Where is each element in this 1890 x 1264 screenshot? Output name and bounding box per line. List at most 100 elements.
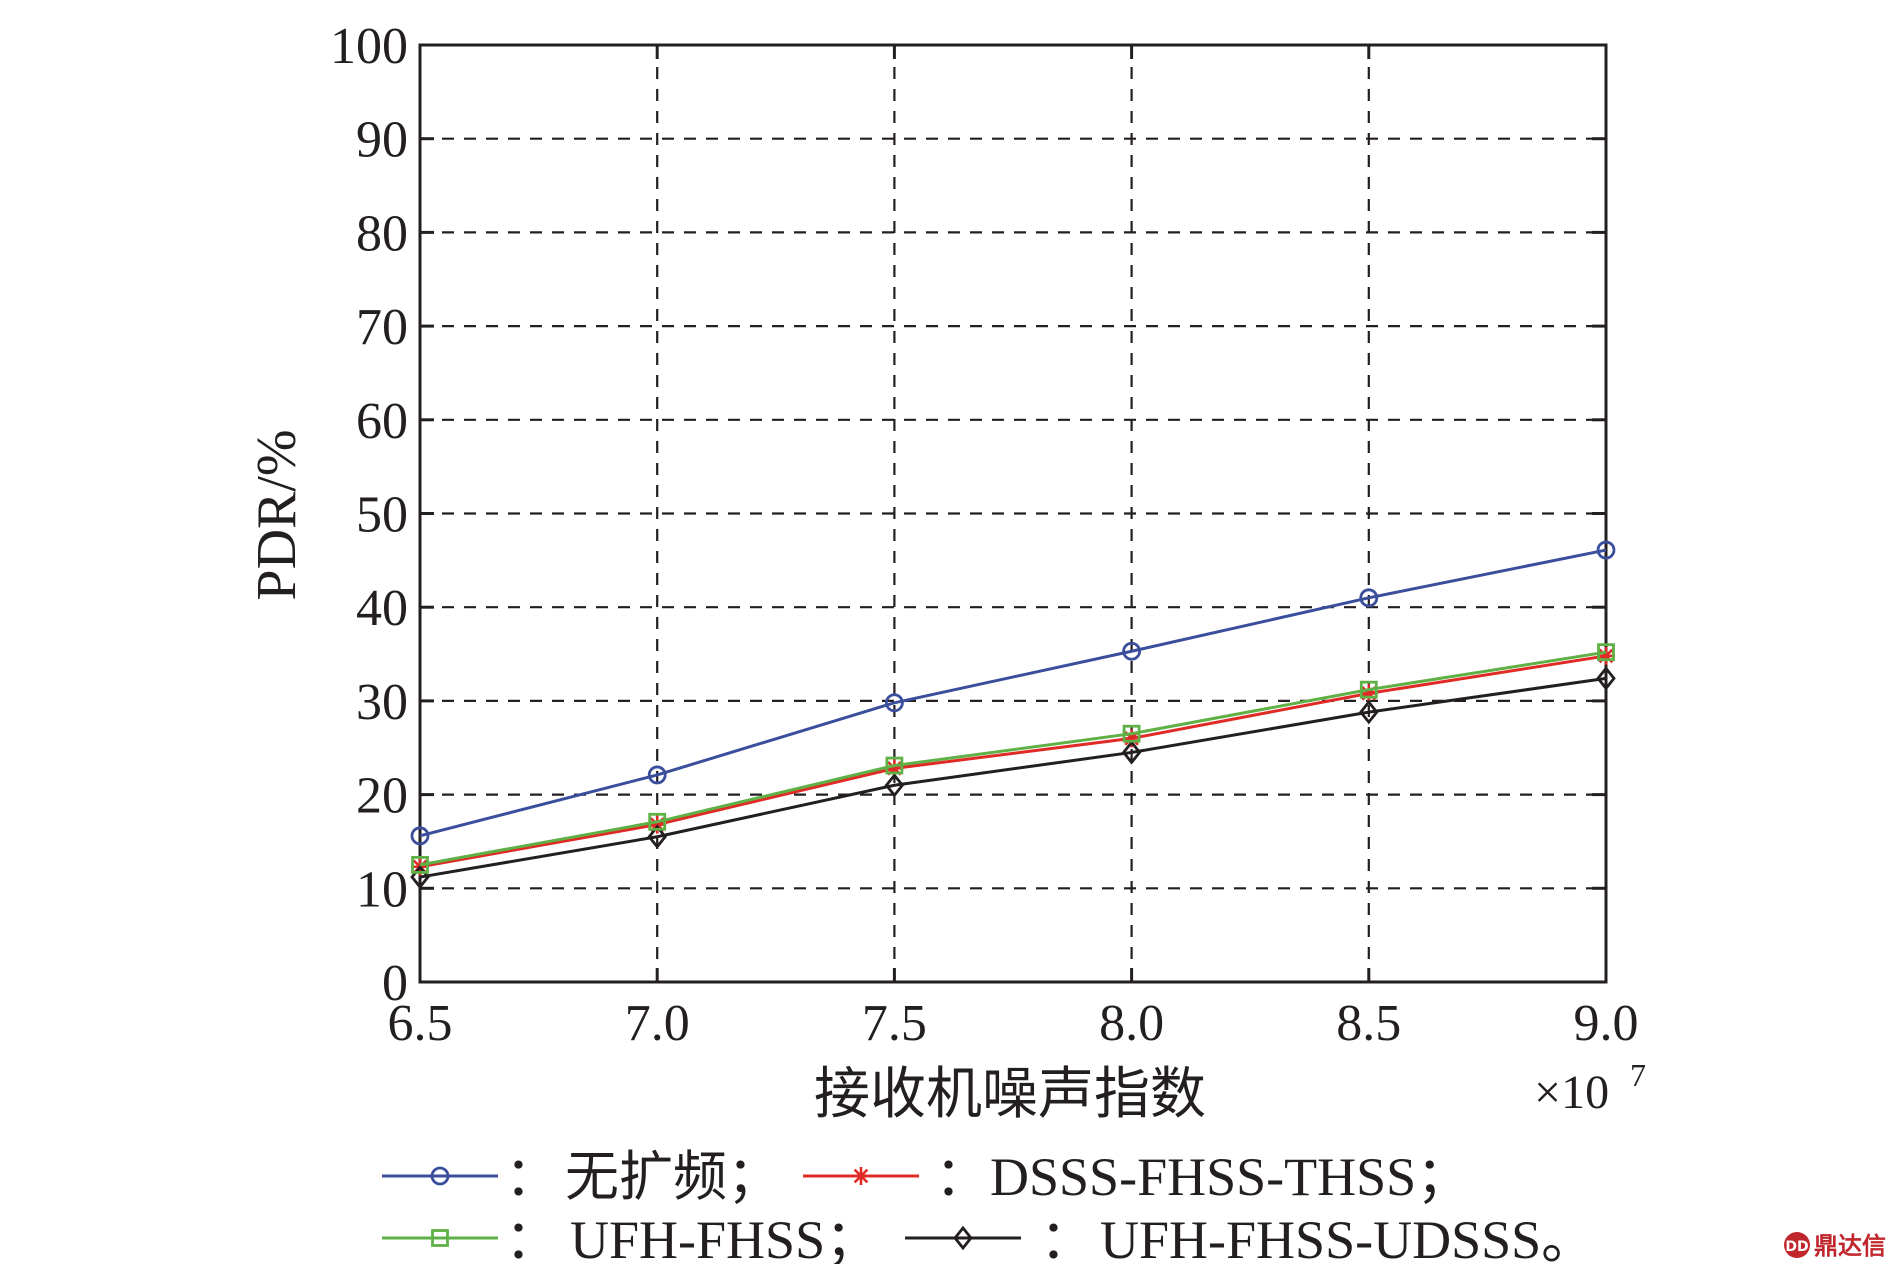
data-point	[1122, 724, 1141, 743]
legend-marker	[430, 1166, 450, 1186]
series-line	[419, 654, 1607, 869]
y-tick-label: 30	[356, 674, 408, 731]
diamond-marker-shape	[1596, 666, 1616, 691]
circle-marker-shape	[430, 1166, 450, 1186]
data-point	[1359, 588, 1379, 608]
y-tick-label: 100	[330, 18, 408, 75]
y-tick-label: 40	[356, 580, 408, 637]
data-point	[647, 765, 667, 785]
data-point	[411, 855, 429, 874]
data-point	[1121, 740, 1142, 765]
watermark-logo-icon	[1784, 1232, 1810, 1258]
diamond-marker-shape	[953, 1225, 973, 1251]
data-point	[1596, 666, 1616, 691]
series-line	[419, 676, 1607, 879]
series-diamond	[410, 666, 1616, 890]
data-point	[648, 812, 667, 831]
legend-marker	[852, 1167, 870, 1185]
x-tick-label: 9.0	[1574, 995, 1639, 1052]
diamond-marker-shape	[647, 824, 667, 850]
data-point	[1359, 680, 1378, 699]
legend-swatch-dsss-fhss-thss	[803, 1167, 919, 1185]
star-marker-shape	[885, 759, 904, 778]
star-marker-shape	[1597, 646, 1615, 665]
circle-marker-shape	[1596, 540, 1616, 560]
circle-marker-shape	[1359, 588, 1379, 608]
x-tick-label: 6.5	[388, 995, 453, 1052]
y-tick-labels: 0 10 20 30 40 50 60 70 80 90 100	[330, 18, 408, 1012]
watermark-text: 鼎达信	[1814, 1232, 1886, 1260]
y-axis-label: PDR/%	[246, 429, 308, 600]
series-line	[419, 650, 1607, 867]
star-marker-shape	[852, 1167, 870, 1185]
data-point	[1122, 729, 1141, 748]
x-axis-multiplier: ×10 7	[1534, 1057, 1646, 1119]
legend-separator: ：	[1040, 1210, 1094, 1264]
star-marker-shape	[1122, 729, 1141, 748]
legend-label-ufh-fhss: UFH-FHSS；	[570, 1210, 879, 1264]
diamond-marker-shape	[1359, 699, 1379, 725]
square-marker-shape	[648, 812, 667, 831]
series-square	[411, 643, 1615, 874]
circle-marker-shape	[885, 693, 904, 713]
y-tick-label: 90	[356, 112, 408, 169]
data-point	[1359, 699, 1379, 725]
y-tick-label: 50	[356, 487, 408, 544]
square-marker-shape	[885, 756, 904, 775]
circle-marker-shape	[1122, 641, 1141, 661]
circle-marker-shape	[410, 826, 430, 846]
square-marker-shape	[431, 1229, 449, 1247]
x-tick-label: 8.0	[1099, 995, 1164, 1052]
data-point	[1122, 641, 1141, 661]
data-point	[1597, 646, 1615, 665]
legend-swatch-ufh-fhss-udsss	[905, 1225, 1021, 1251]
series-star	[411, 646, 1615, 876]
data-point	[1359, 684, 1378, 703]
data-point	[1596, 540, 1616, 560]
watermark: DD 鼎达信	[1784, 1232, 1886, 1260]
data-point	[884, 772, 905, 798]
x-tick-labels: 6.5 7.0 7.5 8.0 8.5 9.0	[388, 995, 1639, 1052]
y-tick-label: 0	[382, 955, 408, 1012]
legend-marker	[953, 1225, 973, 1251]
grid-lines	[420, 45, 1606, 982]
series-group	[410, 540, 1616, 890]
square-marker-shape	[1597, 643, 1615, 662]
y-tick-label: 60	[356, 393, 408, 450]
x-tick-label: 7.0	[625, 995, 690, 1052]
x-axis-label: 接收机噪声指数	[814, 1064, 1206, 1126]
legend-label-no-spread: 无扩频；	[565, 1147, 781, 1207]
legend-label-dsss-fhss-thss: DSSS-FHSS-THSS；	[990, 1147, 1470, 1207]
circle-marker-shape	[647, 765, 667, 785]
legend-label-ufh-fhss-udsss: UFH-FHSS-UDSSS。	[1100, 1210, 1595, 1264]
star-marker-shape	[1359, 684, 1378, 703]
legend-swatch-ufh-fhss	[382, 1229, 498, 1247]
series-circle	[410, 540, 1616, 846]
series-line	[419, 548, 1607, 838]
square-marker-shape	[1359, 680, 1378, 699]
multiplier-exponent: 7	[1630, 1057, 1646, 1093]
data-point	[885, 693, 904, 713]
square-marker-shape	[1122, 724, 1141, 743]
legend-swatch-no-spread	[382, 1166, 498, 1186]
y-tick-label: 10	[356, 861, 408, 918]
diamond-marker-shape	[1121, 740, 1142, 765]
y-tick-label: 80	[356, 205, 408, 262]
y-tick-label: 70	[356, 299, 408, 356]
data-point	[885, 759, 904, 778]
data-point	[647, 824, 667, 850]
data-point	[410, 826, 430, 846]
diamond-marker-shape	[884, 772, 905, 798]
data-point	[1597, 643, 1615, 662]
x-tick-label: 7.5	[862, 995, 927, 1052]
legend: ： 无扩频； ： DSSS-FHSS-THSS； ： UFH-FHSS； ： U…	[382, 1147, 1595, 1264]
legend-separator: ：	[505, 1210, 559, 1264]
legend-separator: ：	[935, 1147, 989, 1207]
data-point	[885, 756, 904, 775]
watermark-logo-glyph: DD	[1785, 1239, 1808, 1255]
legend-separator: ：	[505, 1147, 559, 1207]
y-tick-label: 20	[356, 768, 408, 825]
multiplier-base: ×10	[1534, 1066, 1609, 1119]
legend-marker	[431, 1229, 449, 1247]
